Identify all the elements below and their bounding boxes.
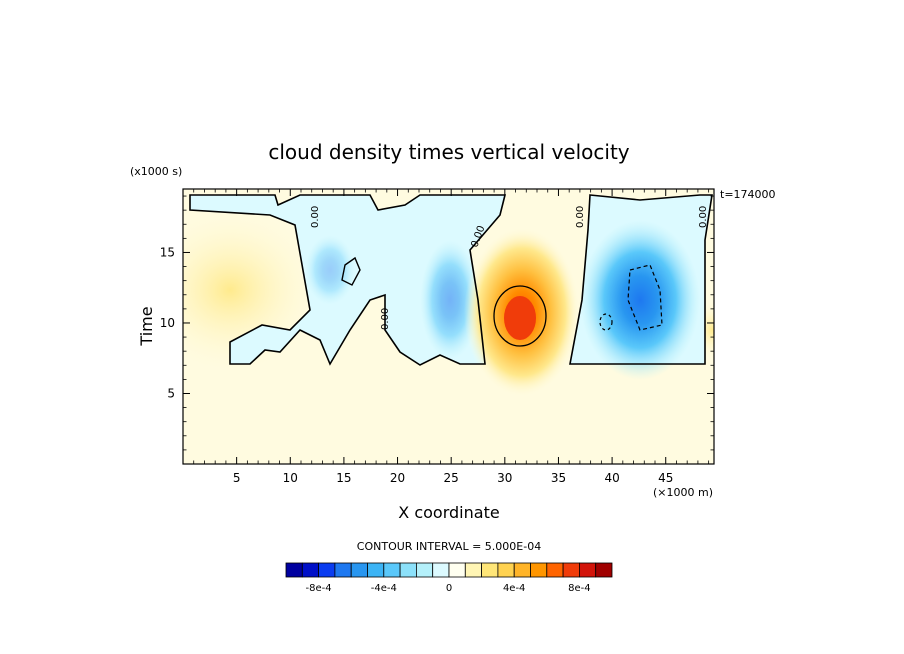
colorbar-tick-label: 8e-4	[568, 583, 591, 594]
contour-label-5: 0.00	[698, 206, 709, 228]
chart-title: cloud density times vertical velocity	[268, 140, 629, 164]
x-axis-unit: (×1000 m)	[653, 486, 713, 499]
colorbar-swatch	[530, 562, 548, 578]
colorbar-tick-label: -8e-4	[306, 583, 332, 594]
time-stamp: t=174000	[720, 188, 776, 201]
plot-frame	[182, 188, 715, 465]
colorbar-swatch	[350, 562, 368, 578]
contour-label-3: 0.00	[575, 206, 586, 228]
x-tick-label: 40	[604, 471, 619, 485]
colorbar-swatch	[464, 562, 482, 578]
colorbar-swatch	[415, 562, 434, 578]
zero-contour-left	[189, 194, 507, 366]
downdraft-mid-shading	[305, 235, 355, 305]
updraft-core	[504, 296, 536, 340]
x-tick-label: 10	[283, 471, 298, 485]
colorbar-swatch	[318, 562, 336, 578]
colorbar-swatch	[334, 562, 352, 578]
colorbar-tick-label: -4e-4	[371, 583, 397, 594]
colorbar-swatch	[579, 562, 597, 578]
colorbar-swatch	[562, 562, 580, 578]
axis-ticks: 5 10 15 20 25 30 35 40 45 5 10 15	[160, 189, 714, 485]
x-tick-label: 15	[336, 471, 351, 485]
colorbar-swatch	[399, 562, 417, 578]
colorbar-swatch	[432, 562, 450, 578]
colorbar: -8e-4 -4e-4 0 4e-4 8e-4	[285, 562, 613, 594]
downdraft-left-shading	[420, 240, 480, 360]
pool-contour	[341, 256, 361, 286]
colorbar-swatch	[367, 562, 385, 578]
colorbar-swatch	[595, 562, 613, 578]
colorbar-swatch	[383, 562, 401, 578]
updraft-contour	[493, 285, 547, 347]
contour-label-4: 0.00	[310, 206, 321, 228]
x-tick-label: 35	[551, 471, 566, 485]
x-tick-label: 45	[658, 471, 673, 485]
downdraft-small-contour	[599, 313, 613, 331]
x-tick-label: 5	[233, 471, 241, 485]
colorbar-tick-label: 4e-4	[503, 583, 526, 594]
colorbar-swatch	[481, 562, 499, 578]
zero-contour-right	[569, 194, 713, 365]
colorbar-swatch	[546, 562, 564, 578]
x-tick-label: 20	[390, 471, 405, 485]
contour-label-1: 0.00	[380, 308, 391, 330]
colorbar-swatch	[513, 562, 531, 578]
colorbar-swatch	[448, 562, 466, 578]
y-tick-label: 5	[167, 386, 175, 400]
x-axis-label: X coordinate	[398, 503, 499, 522]
x-tick-label: 25	[444, 471, 459, 485]
y-axis-label: Time	[137, 306, 156, 346]
colorbar-tick-label: 0	[446, 583, 452, 594]
y-axis-unit: (x1000 s)	[130, 165, 182, 178]
contour-interval-label: CONTOUR INTERVAL = 5.000E-04	[357, 540, 541, 553]
x-tick-label: 30	[497, 471, 512, 485]
y-tick-label: 15	[160, 245, 175, 259]
colorbar-swatch	[285, 562, 303, 578]
downdraft-core-shading	[580, 220, 700, 380]
colorbar-swatch	[497, 562, 515, 578]
colorbar-swatch	[301, 562, 319, 578]
plot-area	[183, 189, 714, 464]
y-tick-label: 10	[160, 316, 175, 330]
